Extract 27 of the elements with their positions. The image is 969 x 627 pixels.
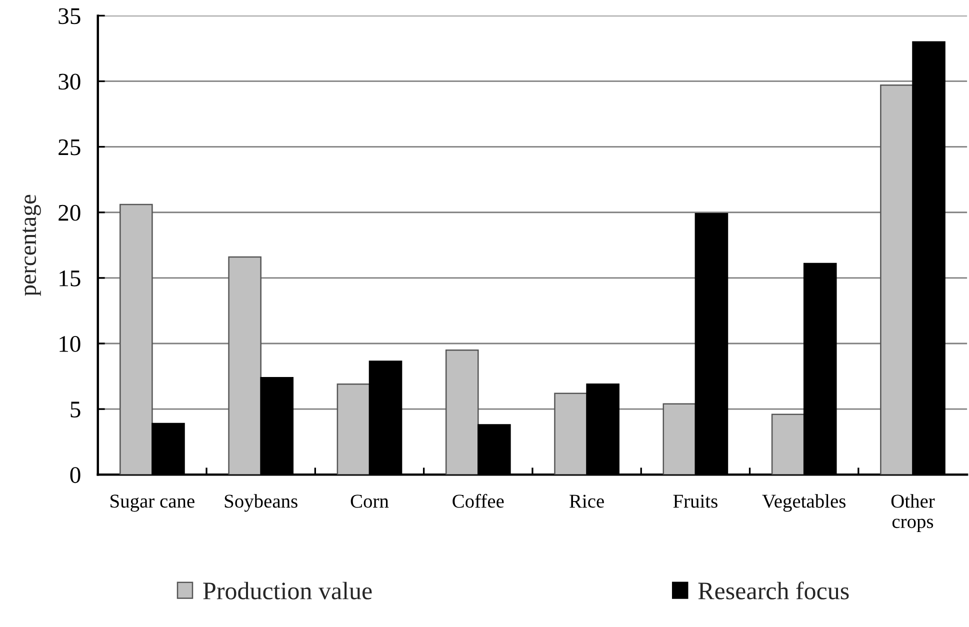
y-tick-label: 5: [70, 402, 80, 418]
bar: [662, 403, 696, 475]
x-tick-label: Corn: [350, 494, 389, 508]
bar: [771, 414, 805, 475]
x-tick-label: Fruits: [673, 494, 718, 508]
x-tick-label: Coffee: [452, 494, 504, 508]
bar: [228, 256, 262, 475]
y-tick-label: 25: [58, 139, 80, 156]
legend-label: Production value: [203, 582, 372, 600]
y-tick-label: 15: [60, 270, 80, 286]
bar: [120, 204, 153, 475]
y-tick-label: 20: [58, 204, 80, 221]
x-tick-label: Sugar cane: [110, 494, 194, 512]
y-tick-label: 35: [58, 8, 80, 24]
x-tick-label: Soybeans: [224, 494, 298, 512]
bar: [554, 392, 588, 475]
bar: [445, 349, 479, 475]
y-tick-label: 0: [70, 467, 80, 484]
x-tick-label: Vegetables: [762, 494, 846, 512]
bar: [880, 84, 914, 475]
y-axis-title: percentage: [22, 194, 41, 296]
y-tick-label: 10: [60, 336, 80, 352]
legend-label: Research focus: [698, 582, 849, 600]
x-tick-label: Rice: [570, 494, 604, 508]
bar: [336, 384, 370, 475]
y-tick-label: 30: [58, 74, 80, 90]
x-tick-label: Other crops: [891, 494, 935, 532]
